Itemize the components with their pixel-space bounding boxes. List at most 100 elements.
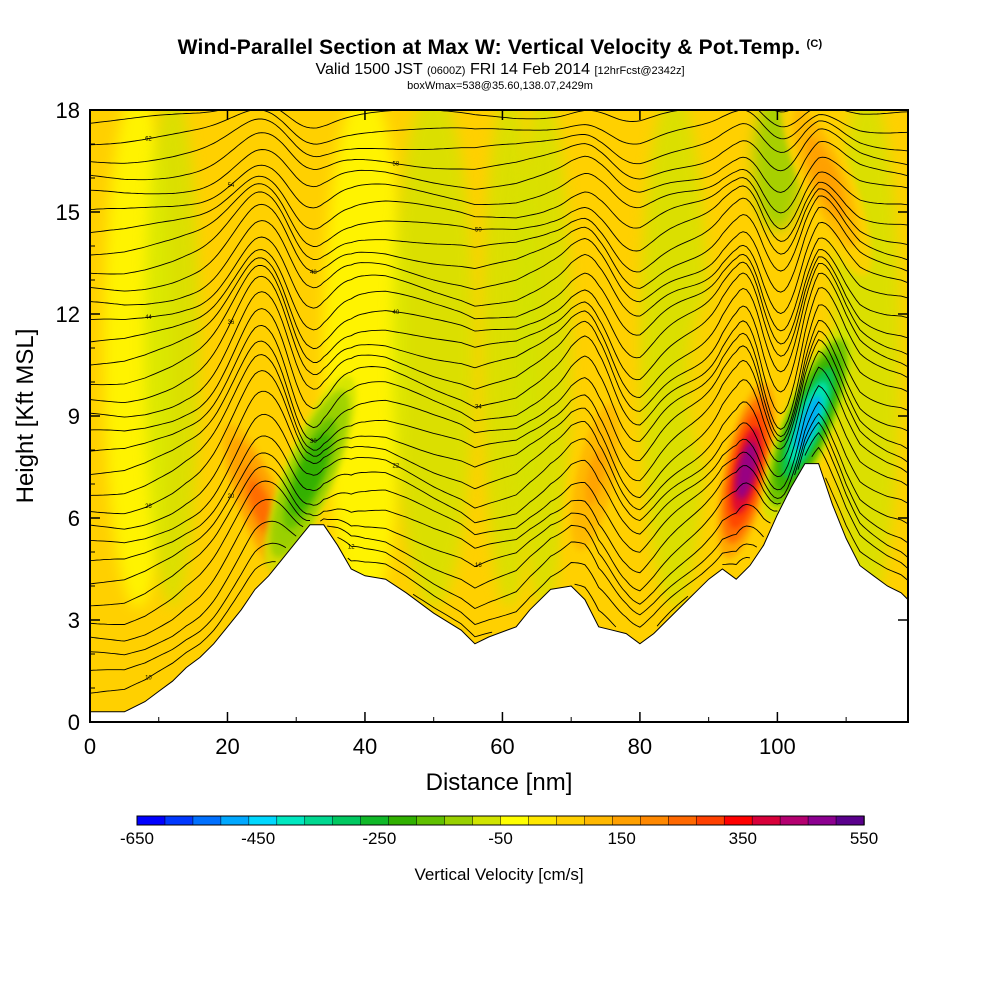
colorbar-swatch [668, 815, 697, 826]
colorbar-tick-label: -250 [362, 829, 396, 848]
isentrope-line [90, 421, 908, 625]
isentrope-label: 48 [310, 270, 317, 276]
isentrope-label: 40 [393, 310, 400, 316]
y-tick-label: 15 [56, 200, 80, 225]
isentrope-label: 16 [475, 563, 482, 569]
isentropes [90, 110, 908, 694]
isentrope-line [90, 256, 908, 386]
valid-date: FRI 14 Feb 2014 [469, 61, 591, 78]
isentrope-line [90, 221, 908, 321]
isentrope-line [90, 338, 908, 515]
utc-time: (0600Z) [426, 65, 466, 77]
isentrope-label: 62 [145, 137, 152, 143]
x-tick-label: 40 [353, 734, 377, 759]
colorbar-swatch [584, 815, 614, 826]
isentrope-line [90, 556, 750, 694]
chart-title-text: Wind-Parallel Section at Max W: Vertical… [177, 36, 801, 59]
colorbar-tick-label: -650 [120, 829, 154, 848]
colorbar-swatch [695, 815, 725, 826]
copyright-mark: (C) [806, 38, 823, 50]
colorbar-swatch [500, 815, 530, 826]
colorbar-swatch [304, 815, 334, 826]
isentrope-line [90, 477, 908, 671]
isentrope-line [90, 237, 908, 343]
isentrope-line [90, 366, 908, 544]
colorbar-swatch [779, 815, 809, 826]
isentrope-label: 58 [393, 162, 400, 168]
isentrope-label: 20 [228, 494, 235, 500]
vertical-velocity-band [516, 110, 572, 608]
colorbar-swatch [556, 815, 586, 826]
x-axis-label: Distance [nm] [426, 769, 573, 796]
chart-subtitle: Valid 1500 JST (0600Z) FRI 14 Feb 2014 [… [0, 61, 1000, 80]
colorbar-frame [136, 815, 865, 826]
colorbar-swatch [528, 815, 558, 826]
x-tick-label: 0 [84, 734, 96, 759]
colorbar-swatch [248, 815, 278, 826]
colorbar-tick-label: 350 [729, 829, 757, 848]
isentrope-line [90, 412, 908, 607]
vertical-velocity-field [103, 110, 902, 608]
colorbar-swatch [360, 815, 390, 826]
colorbar-swatch [807, 815, 837, 826]
colorbar-swatch [276, 815, 306, 826]
isentrope-line [90, 171, 908, 234]
y-axis-label: Height [Kft MSL] [12, 329, 39, 504]
isentrope-label: 22 [393, 463, 400, 469]
chart-title: Wind-Parallel Section at Max W: Vertical… [0, 36, 1000, 60]
isentrope-line [90, 287, 908, 432]
isentrope-line [90, 156, 908, 214]
isentrope-line [90, 446, 908, 656]
colorbar-tick-label: -450 [241, 829, 275, 848]
isentrope-line [90, 384, 908, 562]
isentrope-line [90, 195, 908, 292]
isentrope-line [90, 330, 908, 496]
vertical-velocity-band [639, 110, 709, 608]
box-wmax-info: boxWmax=538@35.60,138.07,2429m [407, 80, 593, 92]
x-tick-label: 80 [628, 734, 652, 759]
colorbar-swatch [612, 815, 642, 826]
x-axis: 0 20 40 60 80 100 [84, 110, 847, 759]
isentrope-label: 44 [145, 315, 152, 321]
isentrope-label: 30 [310, 439, 317, 445]
title-block: Wind-Parallel Section at Max W: Vertical… [0, 36, 1000, 92]
isentrope-line [90, 188, 908, 275]
isentrope-line [90, 140, 908, 195]
colorbar-tick-label: -50 [488, 829, 513, 848]
isentrope-line [90, 262, 908, 404]
updraft-shade [585, 448, 606, 506]
isentrope-line [90, 118, 908, 165]
isentrope-line [90, 272, 908, 418]
isentrope-label: 12 [348, 544, 355, 550]
isentrope-line [90, 350, 908, 530]
y-tick-label: 9 [68, 404, 80, 429]
isentrope-label: 54 [228, 183, 235, 189]
y-tick-label: 0 [68, 710, 80, 735]
colorbar-swatch [136, 815, 166, 826]
isentrope-line [90, 431, 908, 642]
x-tick-label: 20 [215, 734, 239, 759]
colorbar-label: Vertical Velocity [cm/s] [414, 865, 583, 884]
forecast-info: [12hrFcst@2342z] [594, 65, 685, 77]
y-tick-label: 12 [56, 302, 80, 327]
isentrope-line [90, 110, 908, 129]
isentrope-line [90, 206, 908, 306]
vertical-velocity-band [144, 110, 201, 608]
isentrope-line [90, 128, 908, 181]
colorbar-swatch [640, 815, 670, 826]
colorbar-swatch [192, 815, 222, 826]
isentrope-label: 10 [145, 676, 152, 682]
vertical-velocity-band [323, 110, 407, 608]
isentrope-label: 34 [475, 405, 482, 411]
colorbar: -650 -450 -250 -50 150 350 550 [120, 815, 878, 848]
x-tick-label: 60 [490, 734, 514, 759]
colorbar-tick-label: 150 [607, 829, 635, 848]
x-tick-label: 100 [759, 734, 796, 759]
colorbar-swatch [388, 815, 418, 826]
colorbar-swatch [444, 815, 474, 826]
isentrope-line [90, 401, 908, 585]
isentrope-line [90, 319, 908, 476]
